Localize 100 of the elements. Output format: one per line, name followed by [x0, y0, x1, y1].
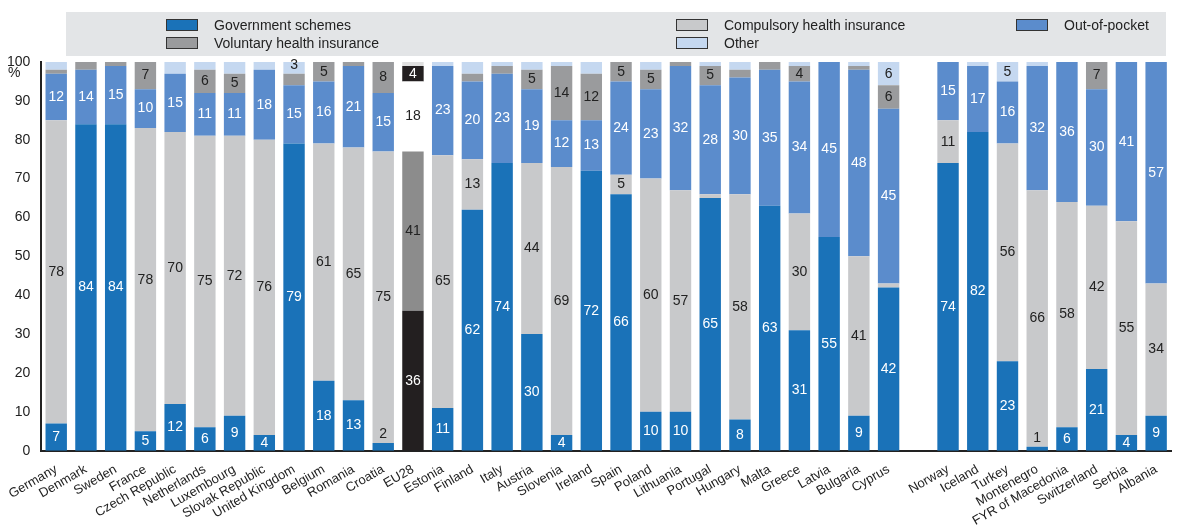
y-tick-label: 0 [22, 441, 31, 458]
bar [1056, 201, 1078, 428]
bar [640, 178, 662, 412]
bar [431, 155, 454, 408]
bar [1085, 369, 1108, 451]
bar [402, 151, 424, 311]
data-label: 28 [702, 130, 719, 147]
y-tick-label: 10 [14, 402, 31, 419]
bar [699, 85, 721, 195]
data-label: 30 [524, 383, 540, 400]
data-label: 5 [230, 74, 239, 91]
bar [1145, 62, 1167, 284]
data-label: 65 [702, 315, 719, 332]
bar [1145, 283, 1167, 416]
data-label: 10 [672, 422, 689, 439]
bar [1085, 62, 1108, 90]
data-label: 82 [969, 282, 986, 299]
bar [550, 65, 573, 121]
data-label: 31 [791, 381, 808, 398]
legend-label: Voluntary health insurance [214, 35, 379, 51]
bar [223, 93, 246, 136]
data-label: 12 [167, 418, 184, 435]
bar [313, 380, 335, 451]
bar [788, 62, 811, 66]
bar [758, 62, 781, 70]
data-label: 6 [884, 87, 893, 104]
data-label: 35 [761, 128, 778, 145]
data-label: 7 [52, 427, 61, 444]
bar [313, 81, 335, 144]
bar [729, 77, 751, 195]
data-label: 76 [256, 278, 273, 295]
bar [640, 62, 662, 70]
data-label: 11 [435, 420, 451, 437]
bar [253, 62, 276, 70]
data-label: 32 [1029, 118, 1046, 135]
bar [848, 415, 870, 451]
bar [521, 89, 543, 164]
bar [669, 62, 692, 66]
bar [996, 361, 1019, 451]
data-label: 78 [137, 270, 154, 287]
data-label: 7 [1092, 66, 1101, 83]
y-tick-label: 50 [14, 247, 31, 264]
data-label: 62 [464, 321, 481, 338]
data-label: 74 [940, 297, 957, 314]
bar [877, 287, 900, 451]
data-label: 42 [1088, 278, 1105, 295]
y-tick-label: 20 [14, 363, 31, 380]
bar [550, 166, 573, 436]
data-label: 6 [884, 64, 893, 81]
data-label: 58 [732, 297, 748, 314]
data-label: 11 [197, 105, 213, 122]
bar [877, 85, 900, 109]
data-label: 11 [940, 132, 956, 149]
bar [164, 62, 186, 74]
bar [45, 120, 67, 424]
data-label: 48 [851, 153, 867, 170]
data-label: 17 [969, 89, 986, 106]
bar [491, 73, 513, 164]
data-label: 7 [141, 66, 150, 83]
data-label: 5 [617, 175, 626, 192]
legend-label: Out-of-pocket [1064, 17, 1149, 33]
bar [283, 143, 305, 451]
bar [699, 62, 721, 66]
data-label: 56 [999, 243, 1016, 260]
bar [75, 124, 97, 451]
bar [580, 170, 603, 451]
bar [342, 65, 365, 148]
bar [342, 62, 365, 66]
bar [164, 404, 186, 451]
bar [342, 147, 365, 401]
data-label: 79 [286, 288, 303, 304]
data-label: 57 [672, 291, 689, 308]
data-label: 24 [613, 118, 630, 135]
bar [729, 62, 751, 70]
data-label: 78 [48, 262, 65, 279]
data-label: 61 [315, 253, 332, 270]
bar [729, 419, 751, 451]
bar [372, 93, 394, 152]
data-label: 9 [1152, 424, 1161, 441]
data-label: 23 [999, 396, 1016, 413]
bar [194, 427, 216, 451]
bar [431, 62, 454, 66]
bar [45, 62, 67, 70]
bar [610, 194, 632, 451]
bar [75, 69, 97, 125]
bar [402, 62, 424, 66]
data-label: 16 [315, 103, 332, 120]
bar [550, 120, 573, 167]
bar [580, 120, 603, 171]
y-tick-label: 40 [14, 286, 31, 303]
bar [788, 81, 811, 214]
bar [788, 213, 811, 331]
bar [164, 73, 186, 132]
data-label: 65 [434, 272, 451, 289]
bar [937, 120, 959, 164]
data-label: 4 [795, 64, 804, 81]
bar [1115, 62, 1138, 222]
bar [134, 62, 157, 90]
data-label: 12 [553, 134, 570, 151]
bar [461, 209, 484, 451]
